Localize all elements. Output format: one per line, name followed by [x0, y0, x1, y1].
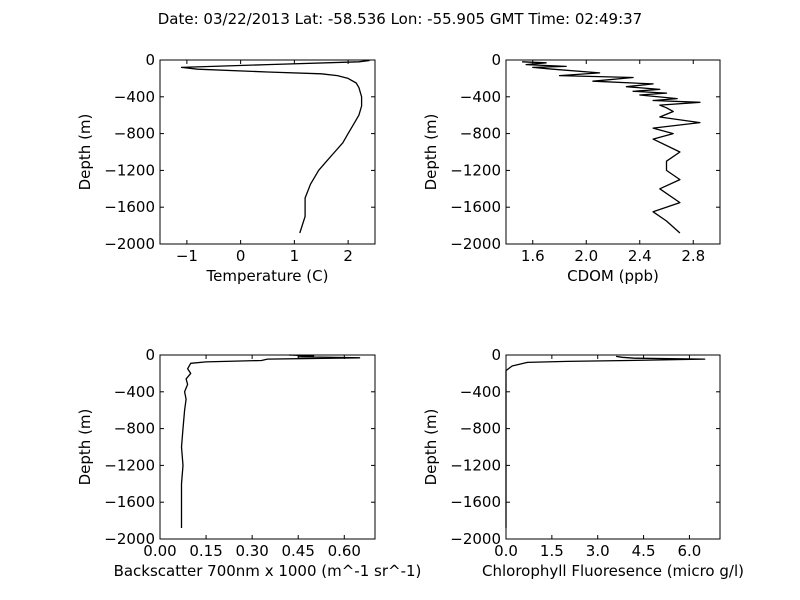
y-tick-label: −400 [460, 88, 501, 106]
x-tick-label: 6.0 [677, 542, 701, 560]
x-axis-label: Backscatter 700nm x 1000 (m^-1 sr^-1) [114, 562, 422, 580]
y-tick-label: −1200 [104, 161, 155, 179]
x-tick-label: 0.45 [282, 542, 315, 560]
plot-frame-temperature [159, 59, 376, 245]
y-tick-label: 0 [145, 346, 155, 364]
x-tick-label: 2.4 [628, 247, 652, 265]
y-tick-label: −2000 [450, 235, 501, 253]
y-tick-label: 0 [491, 346, 501, 364]
y-axis-label: Depth (m) [422, 114, 440, 191]
y-tick-label: −800 [114, 420, 155, 438]
y-tick-label: −400 [114, 383, 155, 401]
x-tick-label: 0.60 [328, 542, 361, 560]
y-axis-label: Depth (m) [422, 409, 440, 486]
y-tick-label: −2000 [104, 530, 155, 548]
y-tick-label: −1200 [450, 456, 501, 474]
x-axis-label: Temperature (C) [206, 267, 329, 285]
x-tick-label: 0.30 [235, 542, 268, 560]
profile-line-chlorophyll [505, 355, 706, 528]
y-tick-label: −1600 [450, 493, 501, 511]
y-tick-label: −400 [114, 88, 155, 106]
y-tick-label: −1600 [104, 198, 155, 216]
y-tick-label: −1600 [450, 198, 501, 216]
y-tick-label: 0 [145, 51, 155, 69]
x-tick-label: 1.5 [540, 542, 564, 560]
profile-line-cdom [522, 61, 701, 234]
x-tick-label: 1.6 [521, 247, 545, 265]
panel-backscatter: 0.00 0.15 0.30 0.45 0.60 0 −400 −800 −1200 −1600 −… [76, 346, 421, 580]
x-tick-label: 2 [343, 247, 353, 265]
y-axis-label: Depth (m) [76, 409, 94, 486]
x-tick-label: 4.5 [632, 542, 656, 560]
x-tick-label: 0 [236, 247, 246, 265]
x-tick-label: 1 [290, 247, 300, 265]
y-axis-label: Depth (m) [76, 114, 94, 191]
plot-frame-backscatter [159, 354, 376, 540]
x-tick-label: 0.0 [494, 542, 518, 560]
x-tick-label: 2.0 [574, 247, 598, 265]
y-tick-label: −2000 [450, 530, 501, 548]
x-tick-label: 0.15 [189, 542, 222, 560]
y-tick-label: −800 [114, 125, 155, 143]
y-tick-label: −400 [460, 383, 501, 401]
y-tick-label: −800 [460, 125, 501, 143]
x-axis-label: CDOM (ppb) [567, 267, 659, 285]
x-tick-label: −1 [176, 247, 198, 265]
x-axis-label: Chlorophyll Fluoresence (micro g/l) [482, 562, 744, 580]
profile-line-temperature [180, 59, 370, 234]
x-tick-label: 0.00 [143, 542, 176, 560]
figure-title: Date: 03/22/2013 Lat: -58.536 Lon: -55.9… [158, 10, 642, 28]
panel-chlorophyll: 0.0 1.5 3.0 4.5 6.0 0 −400 −800 −1200 −1600 −2000 C… [422, 346, 744, 580]
y-tick-label: −1600 [104, 493, 155, 511]
plot-frame-cdom [505, 59, 721, 245]
y-tick-label: −1200 [104, 456, 155, 474]
panels: −1 0 1 2 0 −400 −800 −1200 −1600 −2000 Temperature… [76, 51, 744, 580]
panel-cdom: 1.6 2.0 2.4 2.8 0 −400 −800 −1200 −1600 −2000 CDOM… [422, 51, 721, 285]
profile-line-backscatter [180, 354, 361, 528]
y-tick-label: −2000 [104, 235, 155, 253]
y-tick-label: −800 [460, 420, 501, 438]
y-tick-label: −1200 [450, 161, 501, 179]
y-tick-label: 0 [491, 51, 501, 69]
x-tick-label: 3.0 [586, 542, 610, 560]
panel-temperature: −1 0 1 2 0 −400 −800 −1200 −1600 −2000 Temperature… [76, 51, 376, 285]
x-tick-label: 2.8 [681, 247, 705, 265]
